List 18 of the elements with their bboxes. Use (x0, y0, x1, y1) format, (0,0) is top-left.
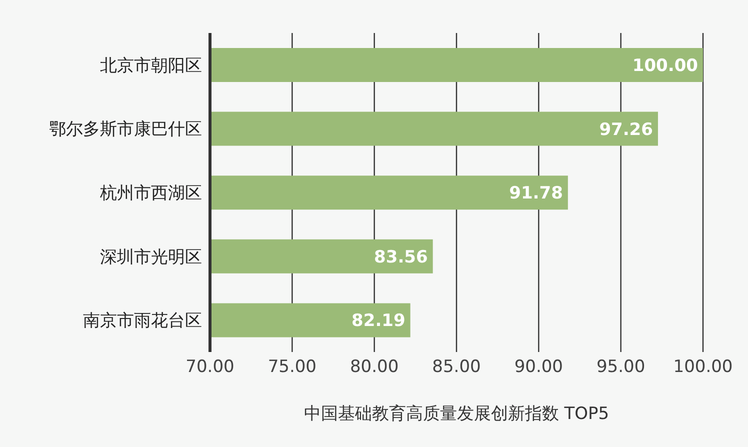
y-tick-label: 北京市朝阳区 (100, 56, 202, 76)
x-tick-label: 90.00 (514, 357, 564, 378)
x-tick-label: 95.00 (596, 357, 646, 378)
data-label: 82.19 (352, 311, 406, 332)
y-tick-label: 南京市雨花台区 (83, 311, 202, 332)
x-tick-label: 75.00 (268, 357, 317, 378)
y-tick-label: 杭州市西湖区 (99, 184, 202, 204)
x-tick-label: 100.00 (673, 357, 733, 378)
y-tick-label: 鄂尔多斯市康巴什区 (49, 120, 202, 140)
data-label: 100.00 (632, 56, 698, 76)
data-label: 97.26 (599, 120, 653, 140)
x-tick-label: 85.00 (432, 357, 481, 378)
y-tick-label: 深圳市光明区 (100, 247, 202, 268)
x-axis-title: 中国基础教育高质量发展创新指数 TOP5 (304, 404, 610, 424)
data-label: 91.78 (509, 184, 563, 204)
x-tick-label: 70.00 (186, 357, 234, 378)
data-label: 83.56 (374, 247, 428, 268)
x-tick-label: 80.00 (350, 357, 399, 378)
